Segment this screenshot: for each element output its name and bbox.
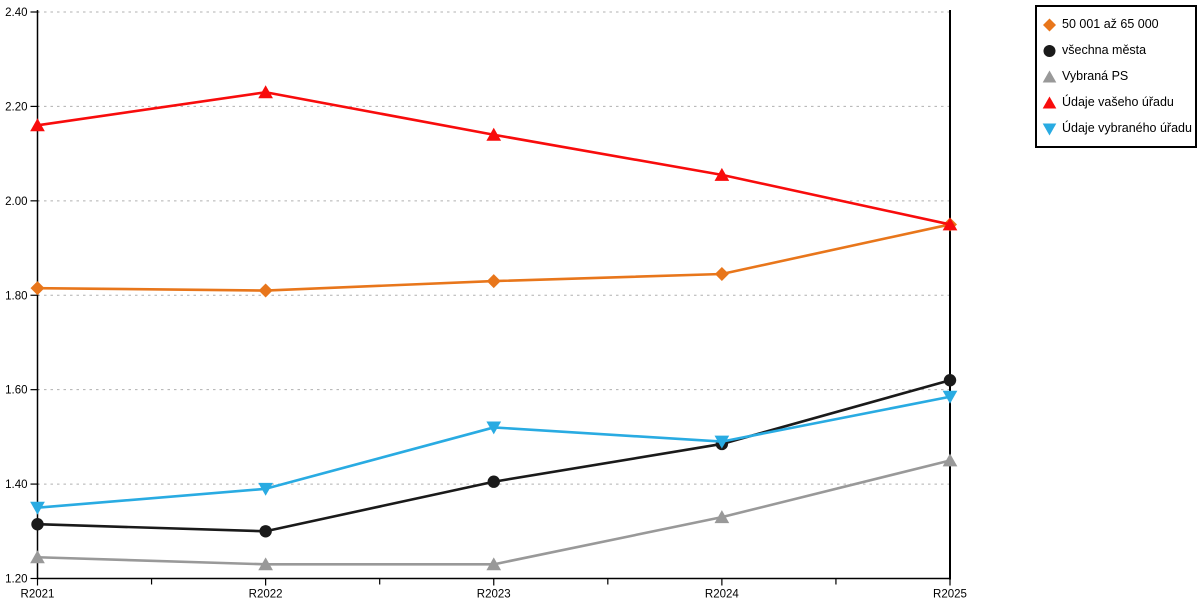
- x-tick-label: R2023: [477, 589, 511, 600]
- series-line: [36, 378, 952, 533]
- data-point: [714, 167, 730, 181]
- legend-label: Údaje vybraného úřadu: [1062, 121, 1192, 136]
- data-point: [487, 475, 500, 488]
- data-point: [486, 557, 502, 571]
- triangle-down-legend-marker-icon: [1042, 123, 1057, 136]
- data-point: [714, 510, 730, 524]
- data-point: [30, 118, 45, 132]
- y-tick-label: 1.20: [5, 574, 27, 586]
- series-line: [36, 90, 952, 226]
- data-point: [714, 267, 729, 282]
- legend-item: všechna města: [1042, 38, 1193, 62]
- data-point: [258, 557, 273, 571]
- data-point: [714, 435, 730, 449]
- y-tick-label: 1.40: [5, 479, 27, 491]
- y-tick-label: 1.80: [5, 290, 27, 302]
- data-point: [943, 374, 957, 387]
- diamond-legend-marker-icon: [1043, 18, 1056, 32]
- data-point: [258, 482, 273, 496]
- x-tick-label: R2025: [933, 589, 967, 600]
- legend-label: všechna města: [1062, 42, 1147, 57]
- legend: 50 001 až 65 000 všechna města Vybraná PS Ú…: [1035, 5, 1197, 148]
- y-tick-label: 1.60: [5, 385, 27, 397]
- x-tick-label: R2021: [21, 589, 55, 600]
- series-line: [36, 395, 952, 509]
- data-point: [258, 283, 273, 298]
- data-point: [31, 518, 44, 531]
- data-point: [30, 550, 45, 564]
- triangle-up-legend-marker-icon: [1042, 70, 1057, 83]
- x-tick-label: R2024: [705, 589, 739, 600]
- legend-label: Vybraná PS: [1062, 68, 1129, 83]
- data-point: [30, 281, 45, 296]
- legend-item: Údaje vybraného úřadu: [1042, 117, 1193, 141]
- data-point: [942, 217, 958, 231]
- data-point: [486, 421, 502, 435]
- data-point: [30, 501, 45, 515]
- data-point: [258, 85, 273, 99]
- y-tick-label: 2.00: [5, 196, 27, 208]
- data-point: [486, 274, 501, 289]
- legend-item: Vybraná PS: [1042, 64, 1193, 88]
- data-point: [259, 525, 272, 538]
- triangle-up-legend-marker-icon: [1042, 96, 1057, 109]
- data-point: [942, 453, 958, 467]
- x-tick-label: R2022: [249, 589, 283, 600]
- legend-item: Údaje vašeho úřadu: [1042, 91, 1193, 115]
- legend-item: 50 001 až 65 000: [1042, 12, 1193, 36]
- circle-legend-marker-icon: [1043, 44, 1056, 57]
- y-tick-label: 2.20: [5, 101, 27, 113]
- legend-label: Údaje vašeho úřadu: [1062, 95, 1174, 110]
- legend-label: 50 001 až 65 000: [1062, 16, 1159, 31]
- data-point: [486, 127, 502, 141]
- y-tick-label: 2.40: [5, 7, 27, 19]
- data-point: [942, 390, 958, 404]
